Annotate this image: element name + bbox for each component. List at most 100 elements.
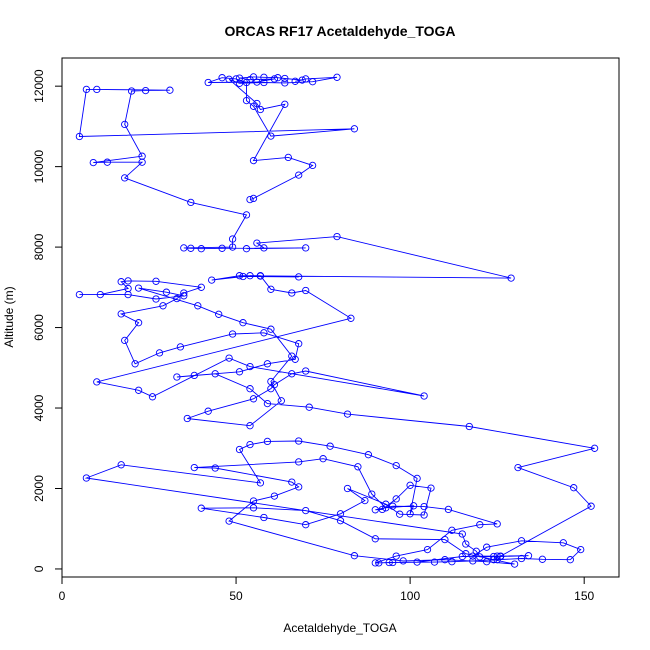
data-point <box>409 502 418 510</box>
data-point <box>194 302 202 310</box>
data-point <box>469 557 477 565</box>
data-point <box>326 442 334 450</box>
data-point <box>406 510 414 518</box>
data-point <box>462 540 470 548</box>
chart-title: ORCAS RF17 Acetaldehyde_TOGA <box>224 23 455 39</box>
data-point <box>483 543 491 551</box>
data-point <box>295 340 303 348</box>
data-point <box>295 171 303 179</box>
data-point <box>333 73 341 81</box>
data-point <box>469 552 477 560</box>
data-point <box>249 497 258 505</box>
data-point <box>228 235 237 243</box>
data-point <box>302 75 310 83</box>
data-point <box>493 520 501 528</box>
data-point <box>577 545 585 554</box>
y-tick-label: 12000 <box>32 69 46 103</box>
data-point <box>270 75 279 83</box>
data-point <box>371 506 379 514</box>
data-point <box>180 289 188 297</box>
data-point <box>343 410 352 418</box>
data-point <box>159 302 167 310</box>
data-point <box>131 360 139 368</box>
data-point <box>389 502 397 510</box>
data-point <box>173 373 181 381</box>
x-axis-label: Acetaldehyde_TOGA <box>283 621 396 635</box>
data-point <box>423 545 432 554</box>
y-tick-label: 2000 <box>32 475 46 502</box>
series-layer <box>75 73 599 568</box>
data-point <box>204 407 212 415</box>
y-axis-label: Altitude (m) <box>2 286 16 347</box>
data-point <box>378 505 386 514</box>
data-point <box>267 132 275 140</box>
data-point <box>235 368 244 376</box>
data-point <box>246 195 254 204</box>
x-tick-label: 50 <box>229 589 243 603</box>
data-point <box>389 558 397 567</box>
data-point <box>75 132 84 141</box>
data-point <box>302 521 310 529</box>
data-point <box>538 555 547 563</box>
data-point <box>117 310 125 318</box>
series-line <box>78 76 595 565</box>
data-point <box>249 156 258 165</box>
data-point <box>197 504 205 512</box>
data-point <box>566 556 574 564</box>
data-point <box>354 463 362 471</box>
data-point <box>260 513 268 522</box>
data-point <box>218 244 226 252</box>
data-point <box>242 245 251 253</box>
data-point <box>256 105 265 114</box>
data-point <box>235 79 244 87</box>
data-point <box>420 511 428 519</box>
data-point <box>458 530 466 538</box>
data-point <box>117 278 125 286</box>
data-point <box>180 292 188 300</box>
data-point <box>590 444 599 452</box>
data-point <box>587 502 595 510</box>
data-point <box>197 283 205 291</box>
y-tick-label: 8000 <box>32 233 46 260</box>
data-point <box>524 552 533 560</box>
data-point <box>246 440 254 449</box>
data-point <box>263 399 272 408</box>
data-point <box>302 506 310 515</box>
data-point <box>180 244 188 252</box>
data-point <box>82 85 91 94</box>
data-point <box>350 552 359 560</box>
data-point <box>343 484 352 493</box>
data-point <box>514 463 522 472</box>
x-tick-label: 0 <box>59 589 66 603</box>
data-point <box>162 288 171 296</box>
data-point <box>239 272 247 281</box>
y-axis: 0 2000 4000 6000 8000 10000 12000 <box>32 69 63 572</box>
data-point <box>413 474 421 483</box>
data-point <box>490 556 498 564</box>
data-point <box>190 463 198 472</box>
data-point <box>246 272 254 280</box>
data-point <box>295 458 303 466</box>
data-point <box>333 232 341 241</box>
data-point <box>239 319 247 327</box>
data-point <box>75 290 84 299</box>
data-point <box>462 550 470 558</box>
data-point <box>82 474 91 482</box>
data-point <box>302 367 310 375</box>
data-point <box>441 556 449 564</box>
data-point <box>441 535 449 544</box>
data-point <box>420 502 428 511</box>
data-point <box>121 336 129 345</box>
data-point <box>375 559 383 567</box>
data-point <box>305 403 313 411</box>
data-point <box>490 552 498 561</box>
data-point <box>277 397 285 405</box>
data-point <box>267 285 275 293</box>
data-point <box>430 558 439 566</box>
data-point <box>235 74 244 82</box>
data-point <box>148 393 157 401</box>
data-point <box>444 505 453 514</box>
data-point <box>260 73 268 81</box>
data-point <box>420 392 428 400</box>
data-point <box>274 74 282 82</box>
